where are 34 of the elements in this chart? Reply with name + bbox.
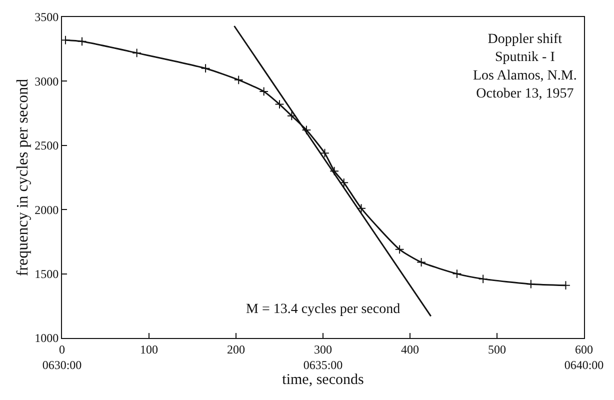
point <box>234 75 244 85</box>
point <box>320 148 330 158</box>
y-tick-label: 2500 <box>34 138 59 153</box>
point <box>356 204 366 214</box>
x-tick-label: 500 <box>488 342 506 356</box>
y-tick-label: 3500 <box>34 10 59 24</box>
point <box>200 64 210 74</box>
point <box>259 86 269 96</box>
x-tick-label: 400 <box>401 342 419 356</box>
x-tick-label: 200 <box>227 342 245 356</box>
x-axis-title: time, seconds <box>282 372 364 388</box>
point <box>561 280 570 290</box>
point <box>286 111 296 121</box>
point <box>274 100 284 110</box>
point <box>394 244 404 254</box>
y-axis-title: frequency in cycles per second <box>14 78 32 276</box>
y-tick-label: 1500 <box>34 267 59 281</box>
point <box>77 36 87 46</box>
point <box>339 178 349 188</box>
point <box>452 269 462 278</box>
x-tick-label: 600 0640:00 <box>564 342 604 372</box>
point <box>526 279 536 289</box>
annotation: Doppler shift Sputnik - I Los Alamos, N.M. October 13, 1957 <box>473 32 577 102</box>
y-tick-label: 3000 <box>34 74 59 88</box>
point <box>62 35 70 45</box>
x-tick-label: 100 <box>140 342 158 356</box>
point <box>132 48 142 58</box>
point <box>416 258 426 267</box>
point <box>302 125 312 135</box>
x-tick-label: 300 0635:00 <box>303 342 343 372</box>
point <box>330 166 340 176</box>
y-tick-label: 2000 <box>34 202 59 217</box>
annotation: M = 13.4 cycles per second <box>246 302 400 317</box>
point <box>478 274 488 284</box>
